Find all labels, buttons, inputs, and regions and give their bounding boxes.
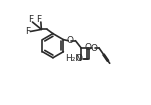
Text: O: O	[66, 36, 73, 45]
Text: F: F	[25, 27, 30, 36]
Text: O: O	[91, 44, 98, 52]
Text: O: O	[76, 54, 83, 63]
Text: H₂N: H₂N	[65, 54, 82, 63]
Text: F: F	[28, 15, 33, 24]
Text: F: F	[36, 15, 41, 24]
Text: O: O	[85, 43, 92, 52]
